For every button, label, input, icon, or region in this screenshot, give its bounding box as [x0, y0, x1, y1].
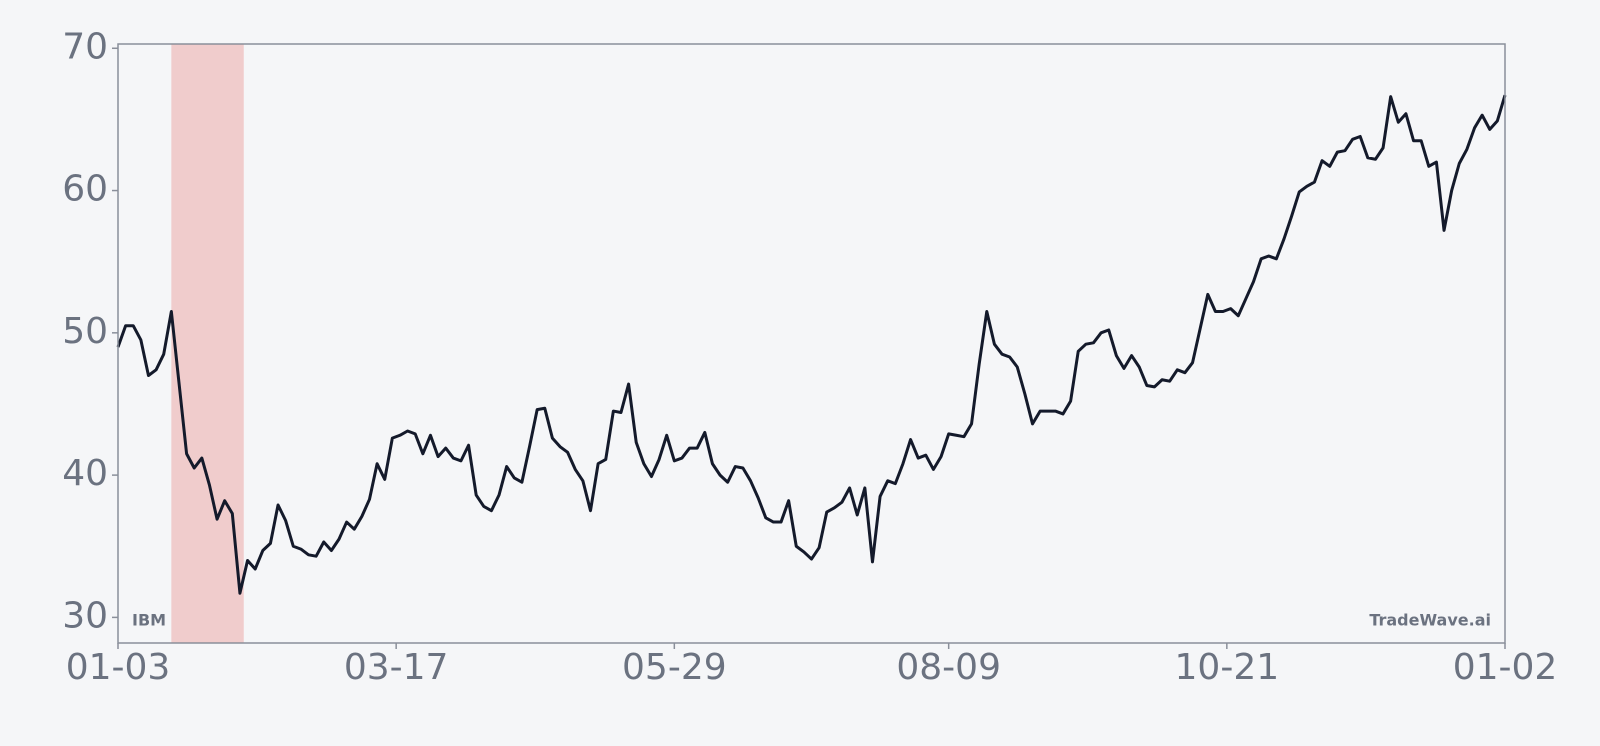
x-tick-label: 01-03 [66, 647, 171, 688]
x-tick-label: 01-02 [1453, 647, 1558, 688]
ticker-label: IBM [132, 611, 166, 630]
y-tick-label: 50 [62, 311, 108, 352]
y-tick-label: 30 [62, 595, 108, 636]
x-tick-label: 05-29 [622, 647, 727, 688]
y-tick-label: 60 [62, 169, 108, 210]
x-tick-label: 03-17 [344, 647, 449, 688]
y-tick-label: 40 [62, 453, 108, 494]
plot-frame [117, 43, 1506, 644]
y-tick-label: 70 [62, 26, 108, 67]
price-line [116, 94, 1507, 595]
x-tick-label: 08-09 [896, 647, 1001, 688]
x-tick-label: 10-21 [1175, 647, 1280, 688]
watermark: TradeWave.ai [1369, 611, 1491, 630]
highlight-band [171, 44, 244, 643]
